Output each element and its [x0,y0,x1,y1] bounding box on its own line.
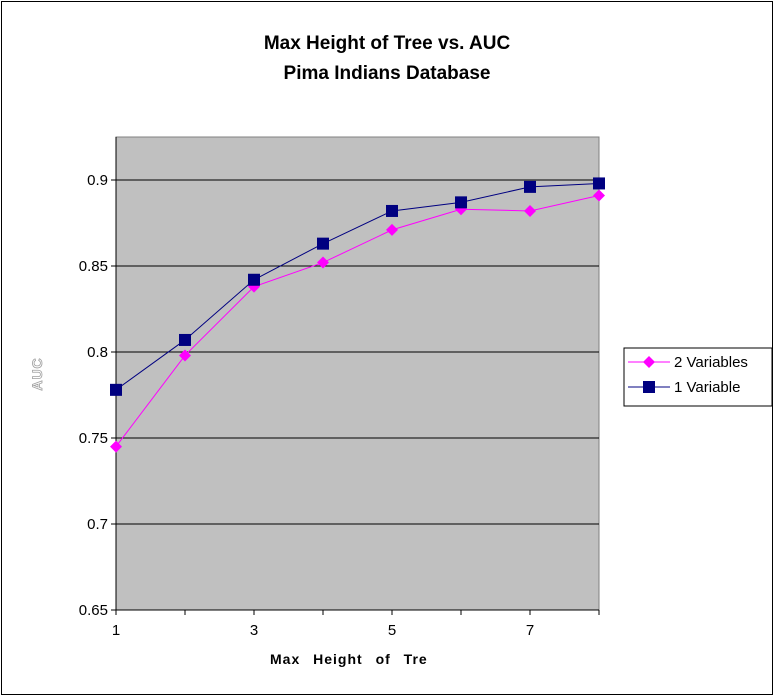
series-layer [110,177,605,453]
y-tick-label: 0.8 [87,344,108,361]
series-line [115,182,600,391]
chart-title-line-1: Max Height of Tree vs. AUC [264,33,511,54]
chart-title-line-2: Pima Indians Database [284,63,491,84]
x-tick-labels: 1 3 5 7 [112,610,600,639]
legend: 2 Variables 1 Variable [623,347,772,407]
data-point [455,196,467,209]
data-point [524,180,536,193]
data-point [593,189,605,202]
x-tick-label: 1 [112,622,120,639]
data-point [179,349,191,362]
axes [115,137,599,611]
series-line [115,194,600,447]
data-point [179,333,191,346]
y-tick-label: 0.7 [87,516,108,533]
data-point [386,223,398,236]
gridlines [116,179,599,525]
data-point [593,177,605,190]
y-tick-label: 0.9 [87,172,108,189]
y-tick-label: 0.75 [79,430,108,447]
legend-label: 2 Variables [674,354,748,371]
data-point [248,273,260,286]
x-tick-label: 7 [526,622,534,639]
x-axis-title: Max Height of Tre [270,651,428,667]
data-point [386,204,398,217]
y-tick-labels: 0.65 0.7 0.75 0.8 0.85 0.9 [79,172,116,619]
y-axis-title: AUC [29,357,45,390]
data-point [110,440,122,453]
plot-area [115,136,600,611]
legend-marker [643,381,655,393]
series-2 [110,177,605,396]
data-point [317,237,329,250]
y-tick-label: 0.85 [79,258,108,275]
x-tick-label: 5 [388,622,396,639]
data-point [524,204,536,217]
x-tick-label: 3 [250,622,258,639]
legend-marker [643,356,655,368]
data-point [317,256,329,269]
legend-label: 1 Variable [674,379,740,396]
data-point [110,383,122,396]
y-tick-label: 0.65 [79,602,108,619]
